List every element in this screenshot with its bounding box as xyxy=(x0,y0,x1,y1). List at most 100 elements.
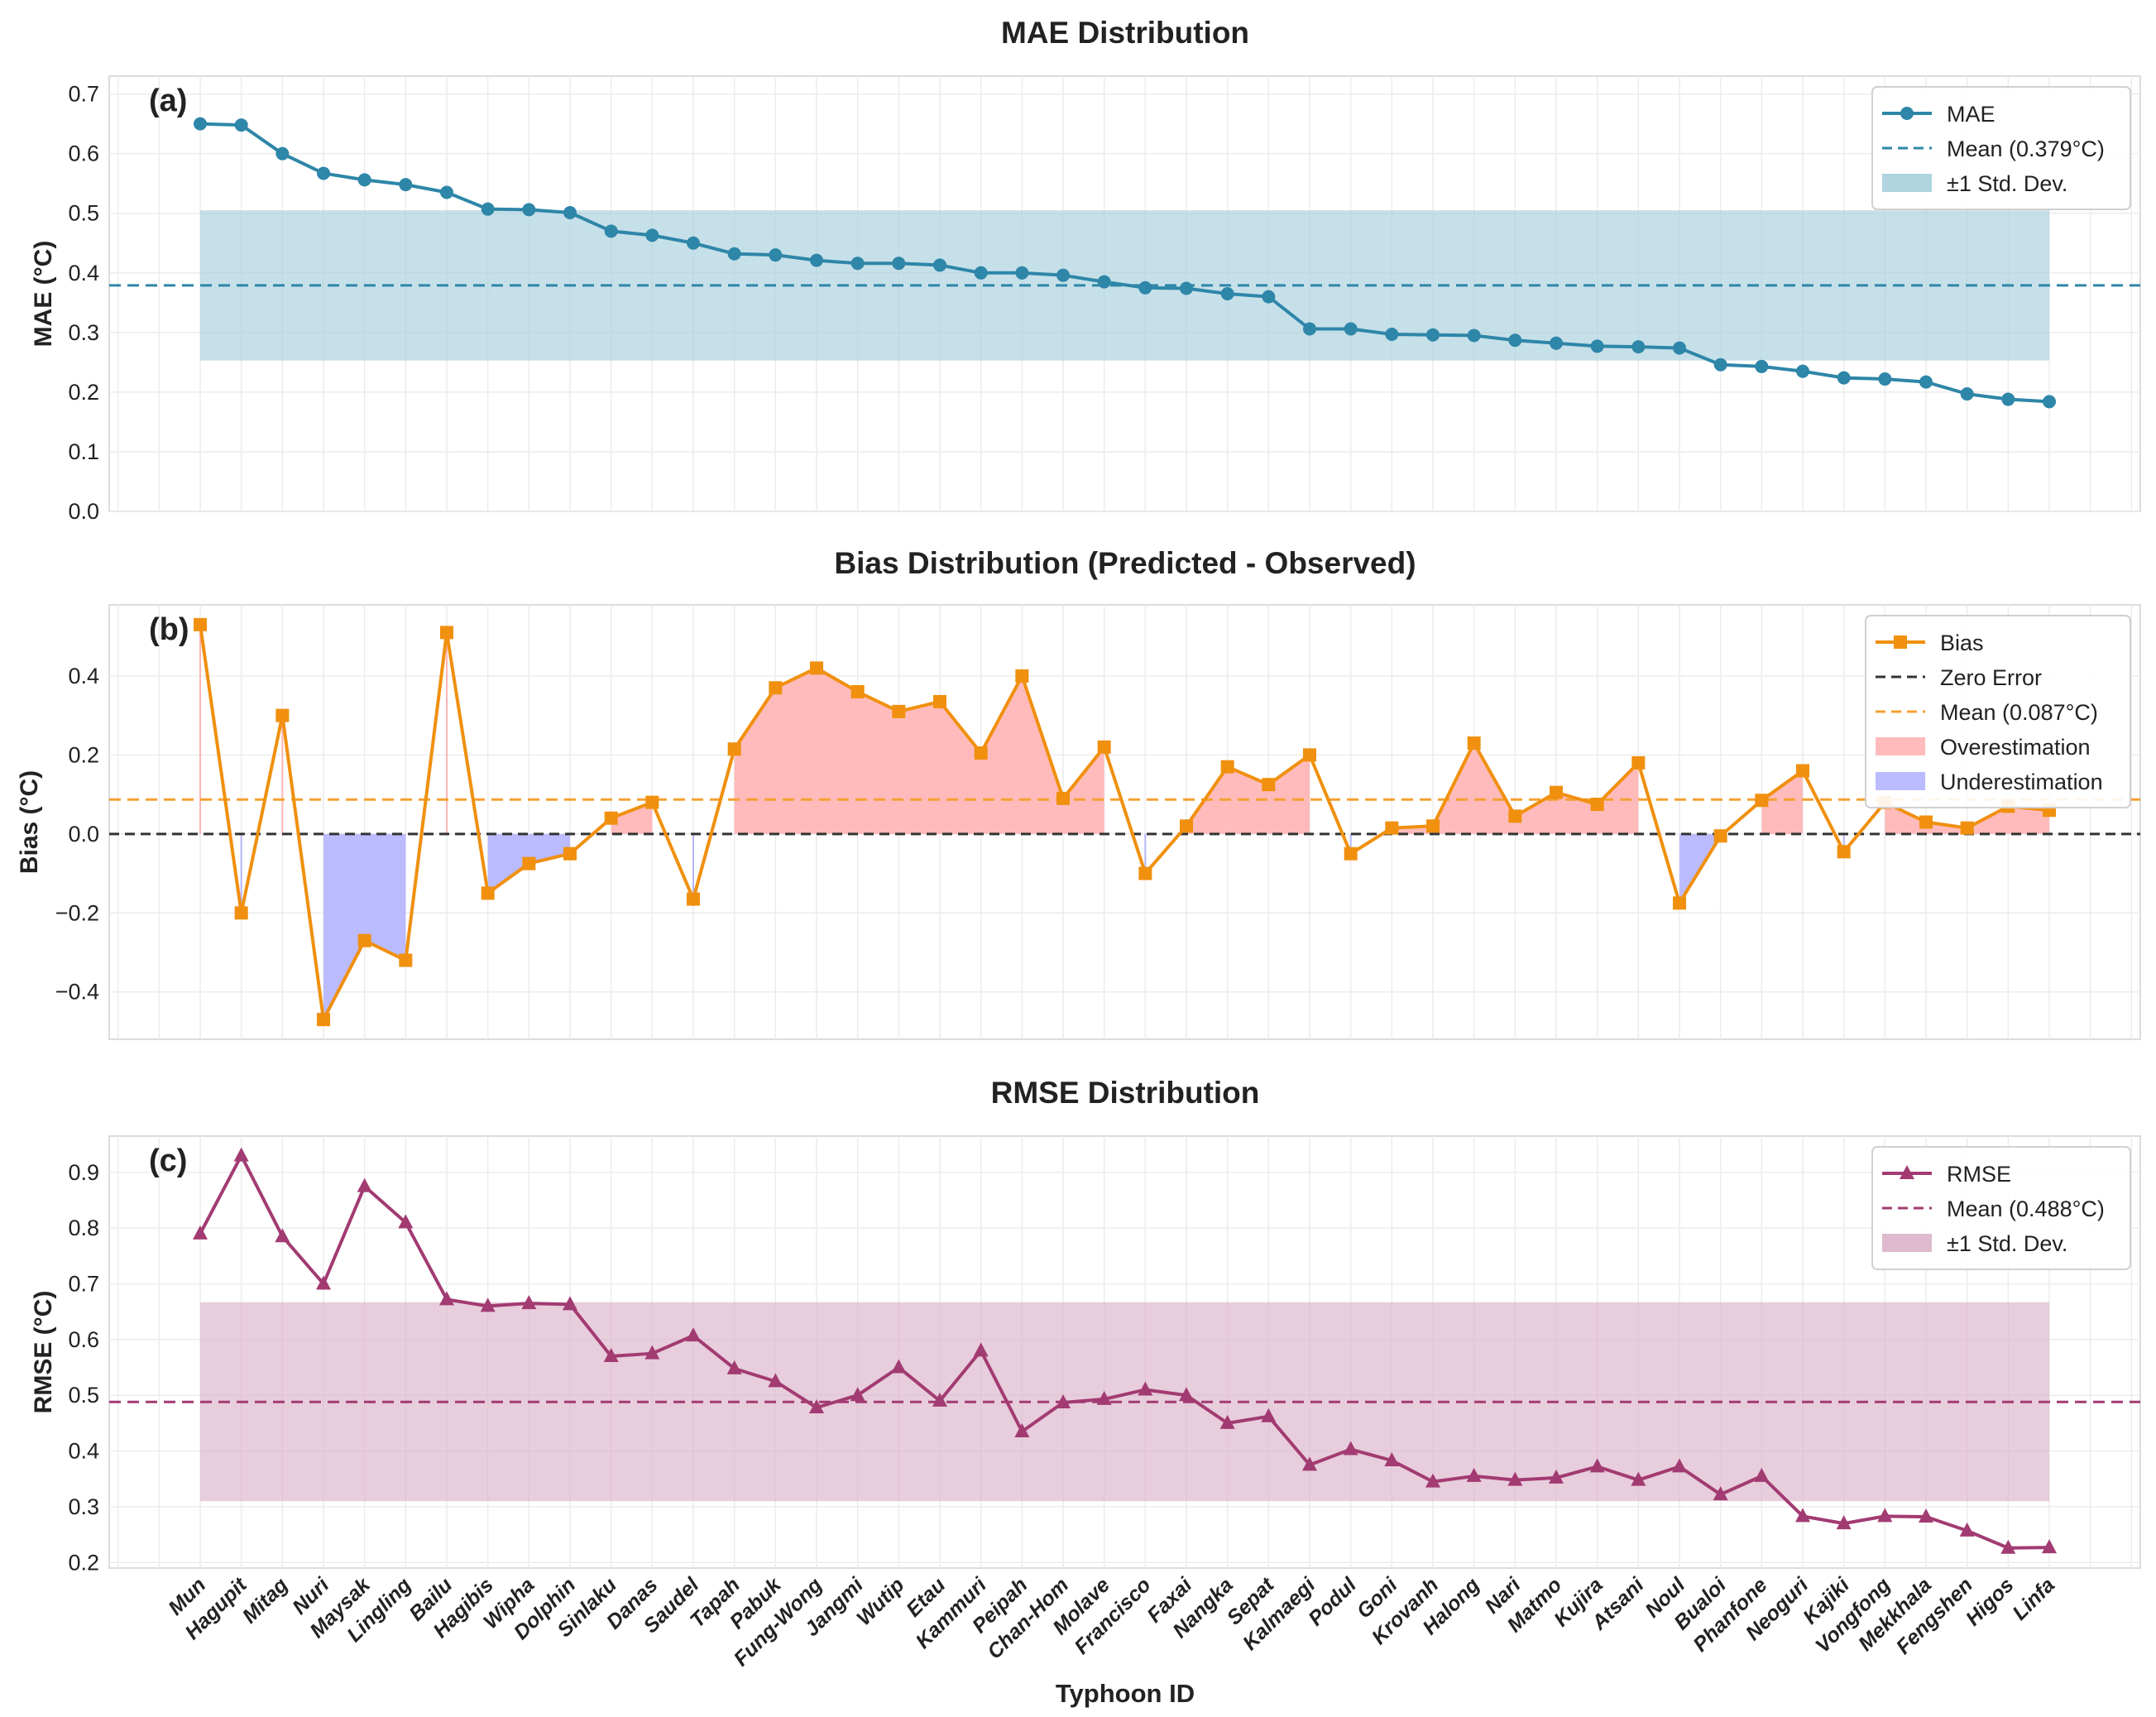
data-point xyxy=(1631,755,1646,770)
data-point xyxy=(604,811,618,825)
plot-area xyxy=(108,604,2141,1040)
data-point xyxy=(850,685,865,698)
data-point xyxy=(1673,896,1686,910)
data-point xyxy=(645,228,659,242)
legend-label: Mean (0.379°C) xyxy=(1947,137,2105,161)
y-axis-label: MAE (°C) xyxy=(30,241,57,348)
x-tick-label: Linfa xyxy=(2008,1573,2059,1624)
data-point xyxy=(1590,798,1604,812)
legend-patch-swatch xyxy=(1882,174,1932,192)
legend-label: Underestimation xyxy=(1940,770,2103,794)
data-point xyxy=(440,185,453,199)
data-point xyxy=(1589,1458,1605,1473)
y-tick-label: 0.5 xyxy=(68,201,99,226)
overestimation-fill xyxy=(817,668,858,834)
data-point xyxy=(1507,1471,1523,1486)
data-point xyxy=(234,906,248,920)
panel-label: (b) xyxy=(149,612,189,647)
data-point xyxy=(727,247,741,261)
data-point xyxy=(439,1291,454,1306)
data-point xyxy=(850,1387,865,1402)
data-point xyxy=(1344,847,1358,861)
x-tick-label: Podul xyxy=(1304,1573,1362,1631)
chart-title: MAE Distribution xyxy=(1001,16,1249,50)
data-point xyxy=(1056,1393,1071,1408)
std-dev-band xyxy=(200,1302,2049,1502)
data-point xyxy=(891,1359,907,1374)
data-point xyxy=(1672,1458,1687,1473)
data-point xyxy=(275,708,290,722)
data-point xyxy=(810,661,823,675)
data-point xyxy=(644,1345,660,1360)
data-point xyxy=(932,1392,947,1407)
data-point xyxy=(1755,359,1769,373)
y-tick-label: 0.7 xyxy=(68,1271,99,1296)
data-point xyxy=(357,933,371,947)
data-point xyxy=(2000,1539,2016,1554)
data-point xyxy=(1138,1381,1153,1396)
overestimation-fill xyxy=(857,692,899,834)
data-point xyxy=(193,1225,208,1240)
data-point xyxy=(1425,1473,1440,1488)
y-tick-label: 0.0 xyxy=(68,822,99,847)
data-point xyxy=(1097,275,1111,289)
data-point xyxy=(317,1013,330,1027)
legend-label: MAE xyxy=(1947,102,1995,127)
data-point xyxy=(1220,760,1234,774)
data-point xyxy=(1878,372,1892,386)
data-point xyxy=(1302,1456,1317,1471)
overestimation-fill xyxy=(940,701,981,834)
data-point xyxy=(1303,322,1316,336)
data-point xyxy=(1836,1515,1852,1530)
data-point xyxy=(1015,669,1029,683)
underestimation-fill xyxy=(529,833,570,864)
data-point xyxy=(769,248,783,262)
data-point xyxy=(233,1147,249,1162)
overestimation-fill xyxy=(1473,743,1516,834)
data-point xyxy=(810,253,823,267)
legend-label: RMSE xyxy=(1947,1162,2011,1187)
y-tick-label: 0.6 xyxy=(68,141,99,166)
y-tick-label: 0.2 xyxy=(68,742,99,767)
legend-marker xyxy=(1894,635,1907,649)
legend-label: Zero Error xyxy=(1940,665,2042,690)
overestimation-fill xyxy=(1885,802,1926,834)
data-point xyxy=(1837,371,1851,385)
overestimation-fill xyxy=(1268,755,1310,834)
data-point xyxy=(1467,736,1481,751)
y-tick-label: 0.9 xyxy=(68,1160,99,1185)
legend: Bias Zero Error Mean (0.087°C) Overestimati… xyxy=(1865,615,2131,808)
data-point xyxy=(1056,268,1070,282)
data-point xyxy=(1466,1467,1482,1482)
data-point xyxy=(1960,387,1974,401)
data-point xyxy=(726,1360,742,1374)
legend-box xyxy=(1871,1146,2131,1270)
legend-label: Overestimation xyxy=(1940,735,2091,760)
series-line xyxy=(199,122,2050,404)
data-point xyxy=(1631,1471,1646,1486)
data-point xyxy=(769,681,783,695)
y-axis-label: RMSE (°C) xyxy=(30,1291,57,1414)
y-tick-label: 0.3 xyxy=(68,1494,99,1519)
underestimation-fill xyxy=(364,833,406,961)
overestimation-fill xyxy=(775,668,817,834)
data-point xyxy=(933,258,946,272)
data-point xyxy=(1180,819,1193,833)
data-point xyxy=(1056,791,1070,805)
data-point xyxy=(194,117,207,131)
legend-label: ±1 Std. Dev. xyxy=(1947,171,2067,196)
y-tick-label: −0.4 xyxy=(55,980,99,1005)
data-point xyxy=(521,1295,537,1310)
data-point xyxy=(522,856,536,870)
data-point xyxy=(686,1327,701,1342)
data-point xyxy=(768,1373,783,1388)
y-tick-label: 0.5 xyxy=(68,1383,99,1408)
legend-patch-swatch xyxy=(1882,1234,1932,1252)
overestimation-fill xyxy=(1063,746,1104,834)
data-point xyxy=(1219,1414,1235,1429)
x-tick-label: Higos xyxy=(1962,1573,2019,1630)
data-point xyxy=(973,1342,989,1357)
data-point xyxy=(440,626,453,640)
data-point xyxy=(1014,1422,1030,1437)
x-tick-label: Wutip xyxy=(852,1573,909,1630)
